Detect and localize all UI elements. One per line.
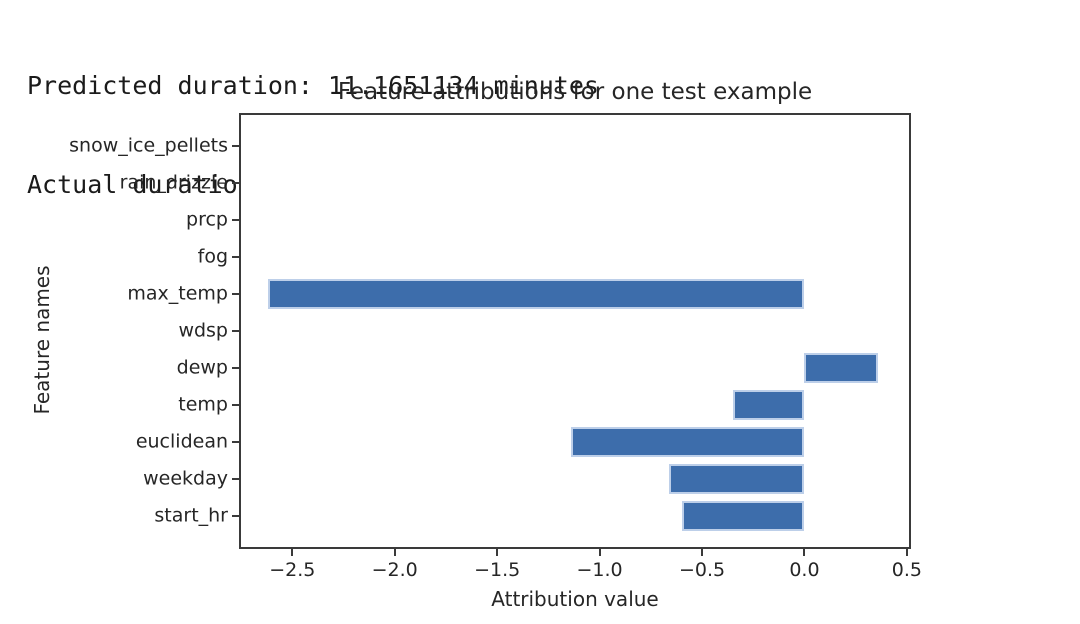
- bar-euclidean: [570, 427, 805, 457]
- ytick-label-prcp: prcp: [186, 208, 228, 231]
- xtick-mark-−2.0: [393, 549, 396, 556]
- xtick-label-0.0: 0.0: [789, 559, 820, 581]
- ytick-label-weekday: weekday: [143, 467, 228, 490]
- plot-area: [239, 113, 911, 549]
- ytick-mark-dewp: [232, 366, 239, 369]
- bar-max_temp: [267, 279, 805, 309]
- xtick-label-0.5: 0.5: [891, 559, 922, 581]
- xtick-label-−2.5: −2.5: [269, 559, 316, 581]
- xtick-mark-−2.5: [291, 549, 294, 556]
- ytick-label-max_temp: max_temp: [127, 282, 228, 305]
- ytick-mark-euclidean: [232, 440, 239, 443]
- ytick-label-wdsp: wdsp: [178, 319, 228, 342]
- predicted-duration-line: Predicted duration: 11.1651134 minutes: [27, 71, 599, 100]
- xtick-label-−1.0: −1.0: [576, 559, 623, 581]
- bar-weekday: [669, 464, 805, 494]
- ytick-label-rain_drizzle: rain_drizzle: [119, 171, 228, 194]
- x-axis-label: Attribution value: [491, 587, 659, 611]
- ytick-label-dewp: dewp: [176, 356, 228, 379]
- bar-temp: [732, 390, 805, 420]
- ytick-label-fog: fog: [197, 245, 228, 268]
- xtick-mark-0.0: [803, 549, 806, 556]
- xtick-mark-−1.5: [496, 549, 499, 556]
- ytick-mark-temp: [232, 403, 239, 406]
- ytick-label-temp: temp: [178, 393, 228, 416]
- ytick-mark-start_hr: [232, 514, 239, 517]
- ytick-label-start_hr: start_hr: [154, 504, 228, 527]
- xtick-mark-−1.0: [598, 549, 601, 556]
- ytick-label-snow_ice_pellets: snow_ice_pellets: [69, 134, 228, 157]
- bar-start_hr: [681, 500, 805, 531]
- ytick-mark-max_temp: [232, 293, 239, 296]
- ytick-mark-wdsp: [232, 330, 239, 332]
- ytick-mark-rain_drizzle: [232, 182, 239, 185]
- xtick-label-−0.5: −0.5: [678, 559, 726, 581]
- ytick-mark-prcp: [232, 219, 239, 222]
- xtick-mark-0.5: [905, 549, 908, 556]
- ytick-label-euclidean: euclidean: [135, 430, 228, 453]
- bar-dewp: [804, 353, 879, 383]
- ytick-mark-snow_ice_pellets: [232, 145, 239, 148]
- xtick-label-−1.5: −1.5: [474, 559, 521, 581]
- chart-title: Feature attributions for one test exampl…: [337, 79, 813, 105]
- ytick-mark-weekday: [232, 477, 239, 480]
- xtick-mark-−0.5: [701, 549, 704, 556]
- xtick-label-−2.0: −2.0: [371, 559, 418, 581]
- ytick-mark-fog: [232, 256, 239, 259]
